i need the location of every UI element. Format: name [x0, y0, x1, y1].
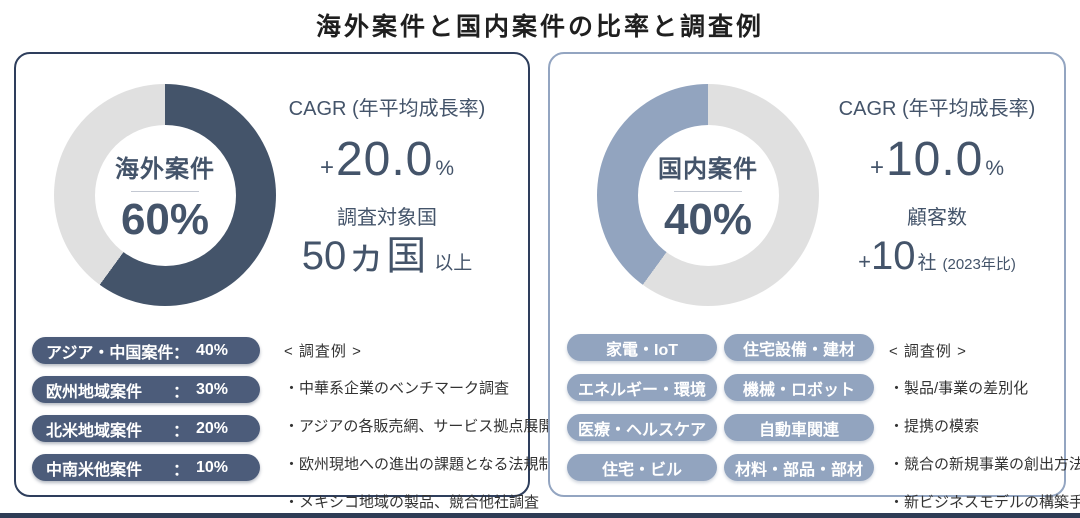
- growth-number: 10.0: [885, 133, 984, 186]
- category-pill: 家電・IoT: [567, 334, 717, 361]
- plus-sign: +: [858, 249, 871, 274]
- region-pill: アジア・中国案件： 40%: [32, 337, 260, 364]
- category-pill: エネルギー・環境: [567, 374, 717, 401]
- category-pill: 材料・部品・部材: [724, 454, 874, 481]
- domestic-stats: CAGR (年平均成長率) +10.0% 顧客数 +10 社 (2023年比): [827, 96, 1047, 288]
- overseas-growth-value: +20.0%: [277, 134, 497, 197]
- survey-example-item: ・欧州現地への進出の課題となる法規制: [284, 456, 554, 473]
- percent-sign: %: [985, 157, 1005, 180]
- growth-number: 20.0: [335, 133, 434, 186]
- region-pill: 中南米他案件 ： 10%: [32, 454, 260, 481]
- domestic-donut-hole: 国内案件 40%: [637, 124, 779, 266]
- overseas-survey-examples: < 調査例 > ・中華系企業のベンチマーク調査 ・アジアの各販売網、サービス拠点…: [284, 340, 554, 513]
- domestic-metric-value: +10 社 (2023年比): [827, 233, 1047, 288]
- survey-example-item: ・競合の新規事業の創出方法: [889, 456, 1080, 473]
- category-pill: 住宅設備・建材: [724, 334, 874, 361]
- survey-examples-header: < 調査例 >: [284, 343, 362, 360]
- percent-sign: %: [435, 157, 455, 180]
- region-label: 欧州地域案件: [46, 383, 143, 401]
- category-pill: 住宅・ビル: [567, 454, 717, 481]
- overseas-panel: 海外案件 60% CAGR (年平均成長率) +20.0% 調査対象国 50ヵ国…: [14, 52, 554, 511]
- colon: ：: [172, 344, 189, 362]
- domestic-donut-label: 国内案件: [658, 155, 758, 183]
- overseas-donut-hole: 海外案件 60%: [94, 124, 236, 266]
- customers-note: (2023年比): [942, 256, 1016, 273]
- domestic-cagr-title: CAGR (年平均成長率): [838, 98, 1036, 120]
- category-pill: 機械・ロボット: [724, 374, 874, 401]
- overseas-donut-label: 海外案件: [115, 155, 215, 183]
- bottom-bar: [0, 513, 1080, 518]
- region-value: 10%: [196, 458, 229, 476]
- region-pill: 欧州地域案件 ： 30%: [32, 376, 260, 403]
- plus-sign: +: [869, 154, 884, 181]
- region-value: 40%: [196, 341, 229, 359]
- overseas-metric-value: 50ヵ国 以上: [277, 233, 497, 288]
- domestic-donut-chart: 国内案件 40%: [597, 84, 819, 306]
- overseas-donut-chart: 海外案件 60%: [54, 84, 276, 306]
- category-pill: 自動車関連: [724, 414, 874, 441]
- plus-sign: +: [319, 154, 334, 181]
- overseas-donut-value: 60%: [120, 194, 210, 244]
- region-value: 30%: [196, 380, 229, 398]
- customers-unit: 社: [917, 253, 937, 274]
- category-pill: 医療・ヘルスケア: [567, 414, 717, 441]
- customers-count: 10: [870, 234, 916, 278]
- countries-suffix: 以上: [434, 253, 473, 274]
- region-label: アジア・中国案件: [46, 344, 174, 362]
- region-value: 20%: [196, 419, 229, 437]
- survey-example-item: ・新ビジネスモデルの構築手法: [889, 494, 1080, 511]
- survey-example-item: ・アジアの各販売網、サービス拠点展開: [284, 418, 554, 435]
- survey-example-item: ・メキシコ地域の製品、競合他社調査: [284, 494, 540, 511]
- countries-count: 50ヵ国: [301, 234, 427, 278]
- survey-example-item: ・製品/事業の差別化: [889, 380, 1029, 397]
- overseas-cagr-title: CAGR (年平均成長率): [288, 98, 486, 120]
- domestic-growth-value: +10.0%: [827, 134, 1047, 197]
- divider-line: [131, 190, 199, 192]
- region-pill: 北米地域案件 ： 20%: [32, 415, 260, 442]
- colon: ：: [172, 383, 189, 401]
- overseas-metric-label: 調査対象国: [337, 207, 437, 229]
- domestic-survey-examples: < 調査例 > ・製品/事業の差別化 ・提携の模索 ・競合の新規事業の創出方法 …: [889, 340, 1080, 513]
- survey-examples-header: < 調査例 >: [889, 343, 967, 360]
- region-label: 中南米他案件: [46, 461, 143, 479]
- domestic-donut-value: 40%: [663, 194, 753, 244]
- domestic-panel: 国内案件 40% CAGR (年平均成長率) +10.0% 顧客数 +10 社 (2…: [548, 52, 1080, 511]
- overseas-region-list: アジア・中国案件： 40% 欧州地域案件： 30% 北米地域案件： 20% 中南米他案…: [32, 337, 260, 493]
- overseas-stats: CAGR (年平均成長率) +20.0% 調査対象国 50ヵ国 以上: [277, 96, 497, 288]
- survey-example-item: ・中華系企業のベンチマーク調査: [284, 380, 510, 397]
- domestic-metric-label: 顧客数: [907, 207, 967, 229]
- survey-example-item: ・提携の模索: [889, 418, 980, 435]
- domestic-category-grid: 家電・IoT 住宅設備・建材 エネルギー・環境 機械・ロボット 医療・ヘルスケア…: [567, 334, 889, 481]
- colon: ：: [172, 422, 189, 440]
- region-label: 北米地域案件: [46, 422, 143, 440]
- colon: ：: [172, 461, 189, 479]
- divider-line: [674, 190, 742, 192]
- page-title: 海外案件と国内案件の比率と調査例: [315, 13, 764, 41]
